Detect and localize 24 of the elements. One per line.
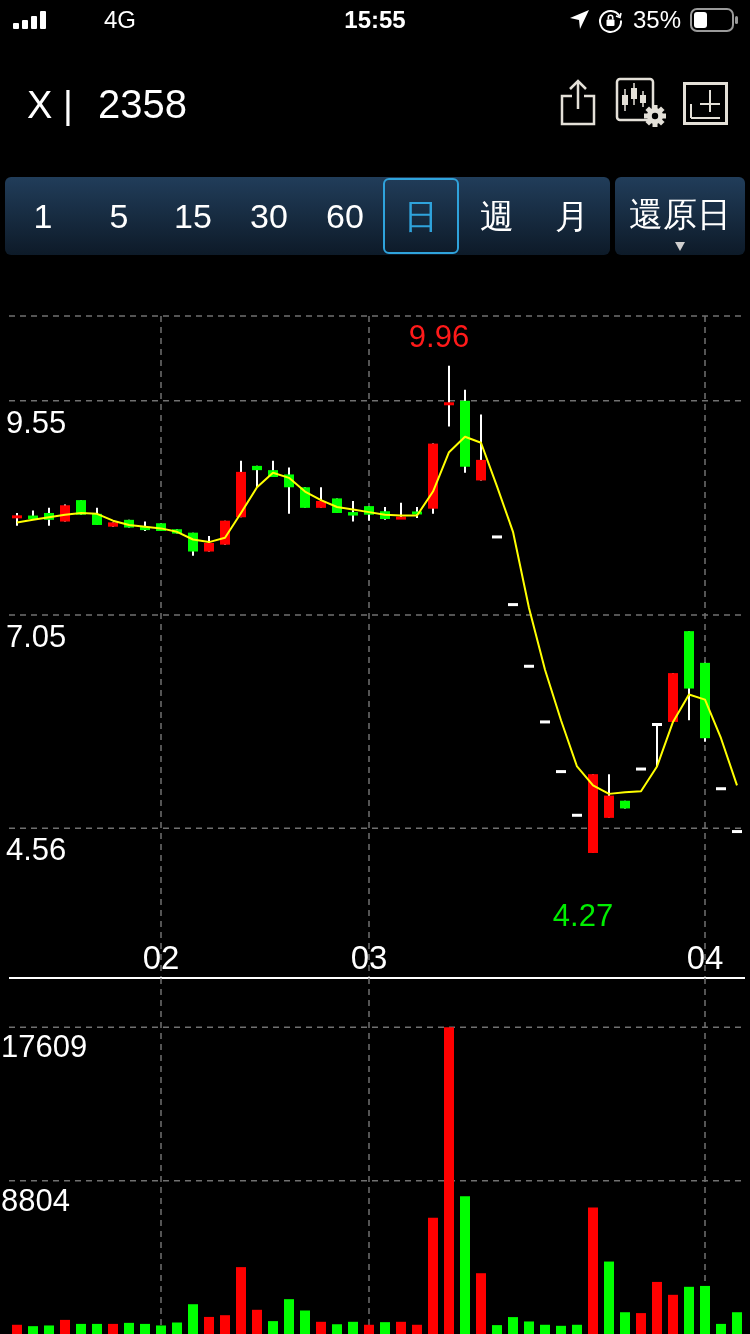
- text: 4G: [104, 6, 137, 33]
- text: 2358: [98, 82, 187, 126]
- text: 15:55: [344, 6, 406, 33]
- text: 週: [480, 197, 514, 235]
- text: 1: [33, 197, 53, 235]
- x-tick-label: 04: [686, 939, 724, 976]
- text: X |: [27, 84, 73, 126]
- y-tick-label: 17609: [1, 1029, 88, 1065]
- text: 5: [109, 197, 129, 235]
- y-tick-label: 9.55: [6, 404, 67, 440]
- text: 還原日: [629, 195, 731, 233]
- text: 月: [555, 197, 589, 235]
- annotation: 9.96: [408, 318, 470, 354]
- text: 日: [404, 197, 438, 235]
- y-tick-label: 4.56: [6, 832, 67, 868]
- y-tick-label: 7.05: [6, 618, 67, 654]
- text: 15: [174, 197, 212, 235]
- annotation: 4.27: [552, 897, 614, 933]
- x-tick-label: 03: [350, 939, 388, 976]
- x-tick-label: 02: [142, 939, 180, 976]
- text: 35%: [632, 6, 681, 33]
- y-tick-label: 8804: [1, 1182, 70, 1218]
- text: 60: [326, 197, 364, 235]
- text: 30: [250, 197, 288, 235]
